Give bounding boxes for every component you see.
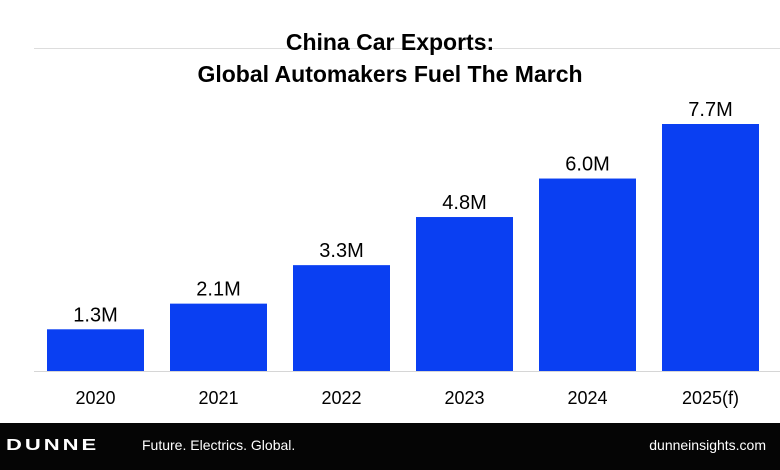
brand-logo: DUNNE <box>6 435 100 454</box>
bar-2021 <box>170 303 267 371</box>
x-tick-label: 2025(f) <box>682 388 739 408</box>
chart-title-block: China Car Exports: Global Automakers Fue… <box>0 26 780 90</box>
bar-value-label: 2.1M <box>196 279 240 301</box>
bar-2020 <box>47 329 144 371</box>
chart-subtitle: Global Automakers Fuel The March <box>197 61 583 87</box>
bar-2025(f) <box>662 124 759 371</box>
bar-2024 <box>539 178 636 371</box>
bar-2023 <box>416 217 513 371</box>
bar-value-label: 3.3M <box>319 240 363 262</box>
tagline: Future. Electrics. Global. <box>142 437 296 453</box>
website-link[interactable]: dunneinsights.com <box>649 437 766 453</box>
bar-chart: 1.3M 2020 2.1M 2021 3.3M 2022 4.8M 2023 6.0M 2024… <box>34 99 780 408</box>
x-tick-label: 2024 <box>567 388 607 408</box>
x-tick-label: 2022 <box>321 388 361 408</box>
bar-value-label: 7.7M <box>688 99 732 121</box>
bar-2022 <box>293 265 390 371</box>
chart-title: China Car Exports: <box>285 29 495 55</box>
bar-value-label: 6.0M <box>565 154 609 176</box>
title-divider <box>34 48 780 49</box>
bar-value-label: 4.8M <box>442 192 486 214</box>
footer-bar: DUNNE Future. Electrics. Global. dunnein… <box>0 423 780 470</box>
x-tick-label: 2021 <box>198 388 238 408</box>
x-tick-label: 2023 <box>444 388 484 408</box>
x-tick-label: 2020 <box>75 388 115 408</box>
bar-value-label: 1.3M <box>73 304 117 326</box>
